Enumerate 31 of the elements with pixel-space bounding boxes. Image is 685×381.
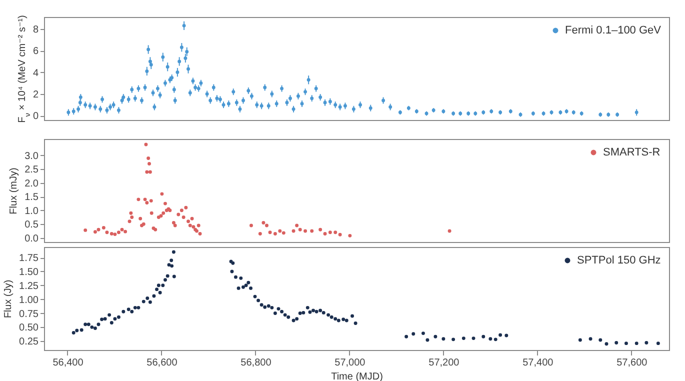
y-tick-label: 0.5 xyxy=(24,220,39,231)
x-tick-label: 56,600 xyxy=(146,358,178,368)
legend-label: SPTPol 150 GHz xyxy=(577,254,661,266)
x-tick-label: 57,400 xyxy=(522,358,554,368)
y-tick-label: 4 xyxy=(32,68,39,79)
y-tick-label: 3.0 xyxy=(24,150,39,162)
y-tick-label: 1.25 xyxy=(19,280,39,292)
y-tick-label: 1.50 xyxy=(19,266,39,278)
y-tick-label: 0.0 xyxy=(24,233,39,244)
y-tick-label: 8 xyxy=(32,24,39,36)
y-tick-label: 1.5 xyxy=(24,192,39,204)
y-tick-label: 0.75 xyxy=(19,308,39,320)
x-tick-label: 57,000 xyxy=(334,358,366,368)
y-tick-label: 0.25 xyxy=(19,336,39,348)
x-tick-label: 57,200 xyxy=(428,358,460,368)
x-tick-label: 56,400 xyxy=(52,358,84,368)
y-tick-label: 2.0 xyxy=(24,178,39,190)
y-tick-label: 1.75 xyxy=(19,253,39,264)
y-axis-title: Flux (Jy) xyxy=(3,280,14,318)
x-tick-label: 56,800 xyxy=(240,358,272,368)
x-tick-label: 57,600 xyxy=(616,358,648,368)
legend-label: SMARTS-R xyxy=(603,146,660,158)
y-tick-label: 0.50 xyxy=(19,322,39,334)
y-axis-title: Flux (mJy) xyxy=(8,168,20,214)
y-tick-label: 1.00 xyxy=(19,294,39,306)
y-tick-label: 0 xyxy=(32,111,39,122)
y-tick-label: 6 xyxy=(32,46,39,58)
y-tick-label: 2 xyxy=(32,89,39,100)
y-tick-label: 2.5 xyxy=(24,164,39,176)
y-tick-label: 1.0 xyxy=(24,206,39,217)
legend-label: Fermi 0.1–100 GeV xyxy=(565,24,662,36)
